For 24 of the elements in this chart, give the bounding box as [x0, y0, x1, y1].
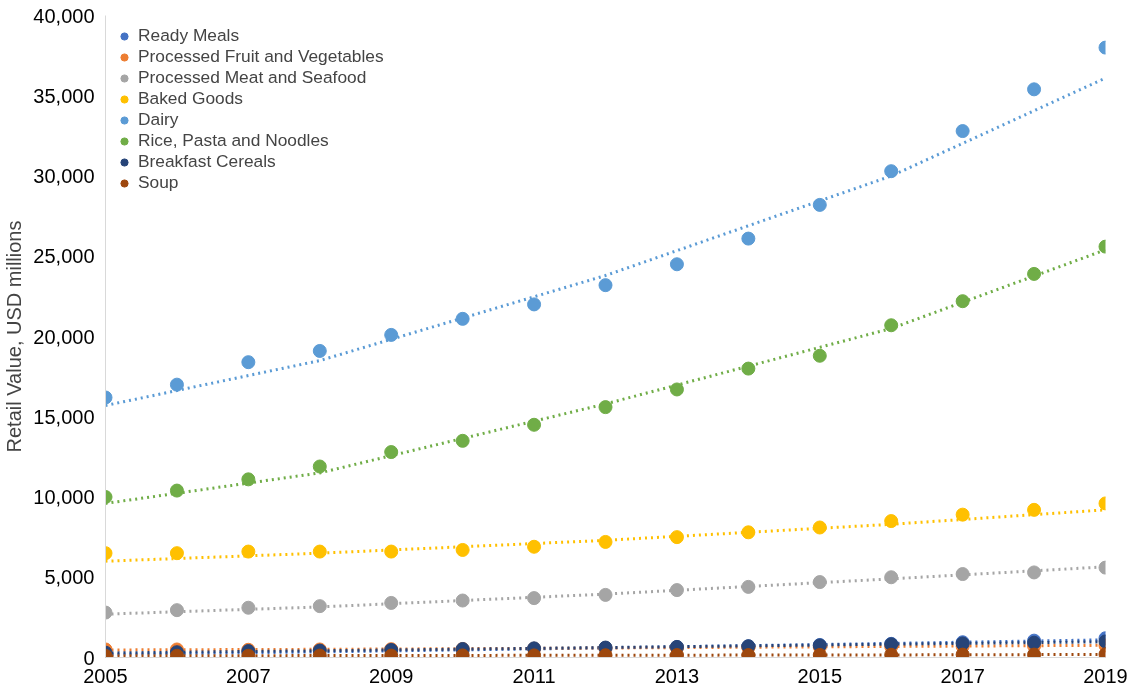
y-axis-title: Retail Value, USD millions [3, 220, 26, 453]
x-tick-label: 2009 [368, 664, 414, 687]
y-tick-label: 40,000 [33, 4, 95, 27]
x-tick-label: 2011 [512, 664, 556, 687]
y-tick-label: 5,000 [44, 566, 95, 589]
legend-label: Dairy [138, 109, 179, 130]
legend-label: Processed Fruit and Vegetables [138, 46, 384, 67]
x-tick-label: 2017 [940, 664, 985, 687]
legend-label: Baked Goods [138, 88, 244, 109]
x-tick-label: 2019 [1083, 664, 1128, 687]
y-tick-label: 35,000 [33, 84, 95, 107]
x-tick-label: 2013 [654, 664, 700, 687]
y-tick-label: 25,000 [33, 245, 95, 268]
legend-label: Ready Meals [138, 25, 240, 46]
y-tick-label: 30,000 [33, 165, 95, 187]
y-tick-label: 15,000 [33, 405, 95, 428]
y-tick-label: 20,000 [33, 325, 95, 348]
x-tick-label: 2015 [797, 664, 843, 687]
legend-label: Rice, Pasta and Noodles [138, 130, 329, 151]
legend-label: Processed Meat and Seafood [138, 67, 367, 88]
legend-label: Soup [138, 172, 179, 193]
x-tick-label: 2007 [226, 664, 271, 687]
legend-label: Breakfast Cereals [138, 151, 276, 172]
y-tick-label: 10,000 [33, 486, 95, 508]
